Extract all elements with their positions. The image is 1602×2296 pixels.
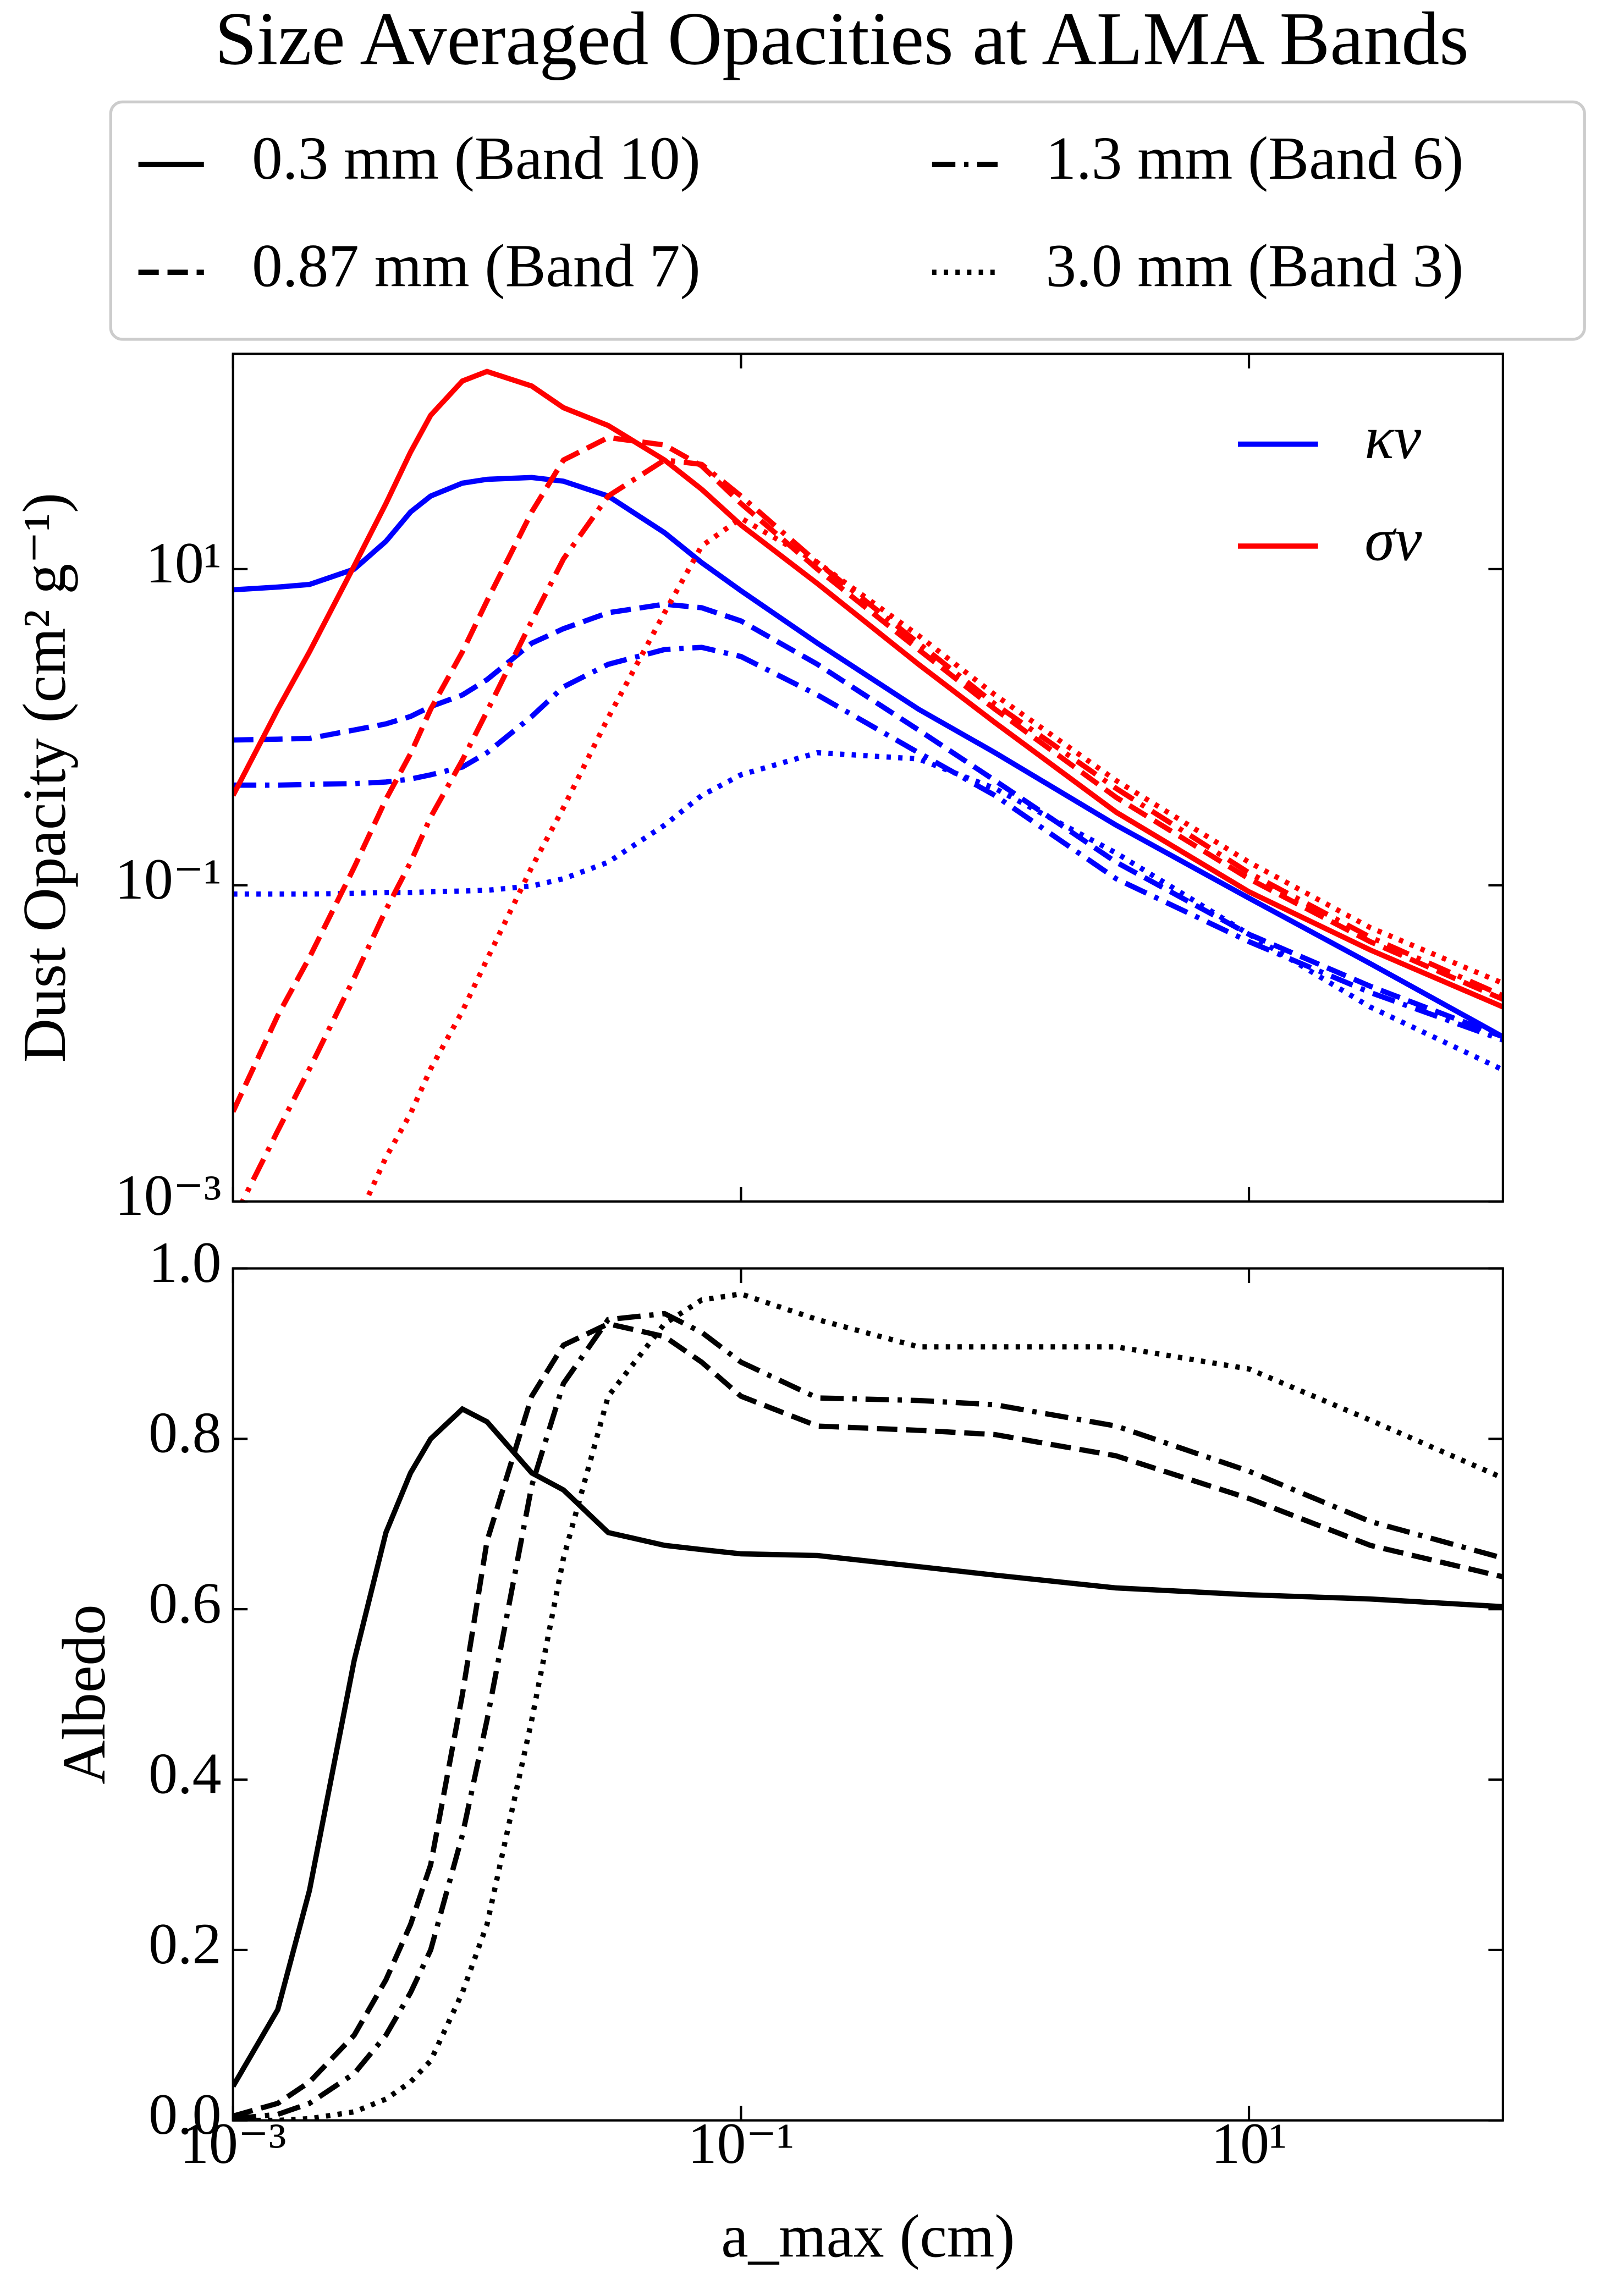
legend-label: σν [1364, 506, 1422, 574]
x-axis-label: a_max (cm) [721, 2203, 1015, 2271]
series-line [233, 1291, 1503, 2121]
series-group [233, 368, 1503, 1202]
series-line [233, 434, 1503, 1113]
y-tick-label: 10⁻³ [115, 1163, 222, 1227]
x-tick-label: 10⁻³ [180, 2111, 287, 2176]
y-tick-label: 0.0 [148, 2082, 221, 2146]
chart-title: Size Averaged Opacities at ALMA Bands [215, 0, 1469, 80]
legend-label: 0.3 mm (Band 10) [252, 125, 701, 192]
y-tick-label: 10¹ [146, 531, 222, 595]
series-line [233, 1311, 1503, 2121]
y-axis-label: Albedo [51, 1604, 118, 1784]
legend-label: 3.0 mm (Band 3) [1045, 233, 1463, 300]
series-line [233, 475, 1503, 1039]
plots: 10⁻³ 10⁻¹ 10¹ Dust Opacity (cm² g⁻¹) κν σν 10⁻… [11, 125, 1505, 2271]
y-tick-label: 10⁻¹ [115, 847, 222, 911]
series-line [239, 457, 1503, 1202]
legend-label: 1.3 mm (Band 6) [1045, 125, 1463, 192]
series-line [233, 645, 1503, 1043]
plot-frame [232, 353, 1505, 1203]
x-tick-label: 10¹ [1211, 2111, 1287, 2176]
y-tick-label: 0.8 [148, 1401, 221, 1465]
band-legend-box [109, 100, 1586, 341]
x-tick-label: 10⁻¹ [688, 2111, 795, 2176]
series-line [233, 1321, 1503, 2119]
series-line [233, 368, 1503, 1010]
y-tick-label: 0.2 [148, 1912, 221, 1976]
y-tick-label: 1.0 [148, 1230, 221, 1295]
series-line [233, 601, 1503, 1039]
series-line [362, 515, 1503, 1202]
y-axis-label: Dust Opacity (cm² g⁻¹) [11, 493, 79, 1063]
series-group [233, 1291, 1503, 2121]
legend-label: 0.87 mm (Band 7) [252, 233, 701, 300]
y-tick-label: 0.6 [148, 1571, 221, 1635]
y-tick-label: 0.4 [148, 1741, 221, 1805]
plot-frame [232, 1267, 1505, 2122]
legend-label: κν [1364, 404, 1421, 472]
series-line [233, 1406, 1503, 2088]
